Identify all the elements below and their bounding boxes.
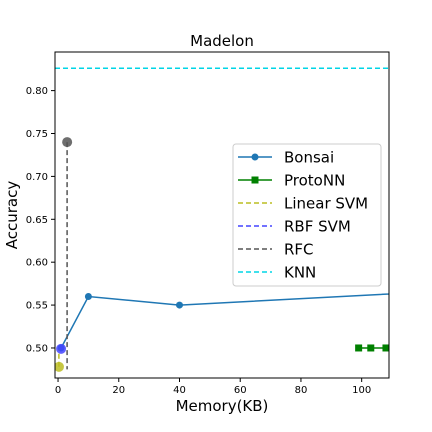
y-tick-label: 0.60 xyxy=(26,258,48,269)
rfc-point xyxy=(62,137,73,148)
x-tick-label: 60 xyxy=(234,385,247,396)
x-tick-label: 20 xyxy=(112,385,125,396)
legend-protonn-label: ProtoNN xyxy=(284,172,345,190)
legend: Bonsai ProtoNN Linear SVM RBF SVM RFC KNN xyxy=(232,143,382,287)
data-layer xyxy=(55,67,389,372)
protonn-point xyxy=(367,344,375,352)
bonsai-point xyxy=(175,301,183,309)
legend-protonn-marker xyxy=(251,176,259,184)
legend-knn-label: KNN xyxy=(284,264,316,282)
legend-linear-svm-label: Linear SVM xyxy=(284,195,368,213)
protonn-point xyxy=(382,344,389,352)
y-tick-label: 0.55 xyxy=(26,301,48,312)
legend-bonsai-marker xyxy=(251,153,259,161)
x-axis-title: Memory(KB) xyxy=(176,397,269,415)
y-tick-label: 0.75 xyxy=(26,129,48,140)
legend-rfc-label: RFC xyxy=(284,241,314,259)
y-tick-label: 0.65 xyxy=(26,215,48,226)
plot-frame xyxy=(54,51,390,379)
linear-svm-point xyxy=(55,361,64,372)
bonsai-point xyxy=(84,293,92,300)
y-tick-label: 0.70 xyxy=(26,172,48,183)
legend-rbf-svm-label: RBF SVM xyxy=(284,218,351,236)
y-tick-label: 0.50 xyxy=(26,343,48,354)
x-tick-label: 0 xyxy=(55,385,61,396)
rbf-svm-point xyxy=(56,343,67,354)
y-axis-title: Accuracy xyxy=(3,181,21,250)
x-tick-label: 80 xyxy=(295,385,308,396)
protonn-point xyxy=(355,344,363,352)
x-tick-label: 100 xyxy=(352,385,371,396)
x-axis-ticks: 0 20 40 60 80 100 xyxy=(55,378,371,396)
y-axis-ticks: 0.50 0.55 0.60 0.65 0.70 0.75 0.80 xyxy=(26,86,55,354)
x-tick-label: 40 xyxy=(173,385,186,396)
y-tick-label: 0.80 xyxy=(26,86,48,97)
chart-title: Madelon xyxy=(190,32,254,50)
bonsai-series-line xyxy=(60,293,389,349)
legend-bonsai-label: Bonsai xyxy=(284,149,334,167)
